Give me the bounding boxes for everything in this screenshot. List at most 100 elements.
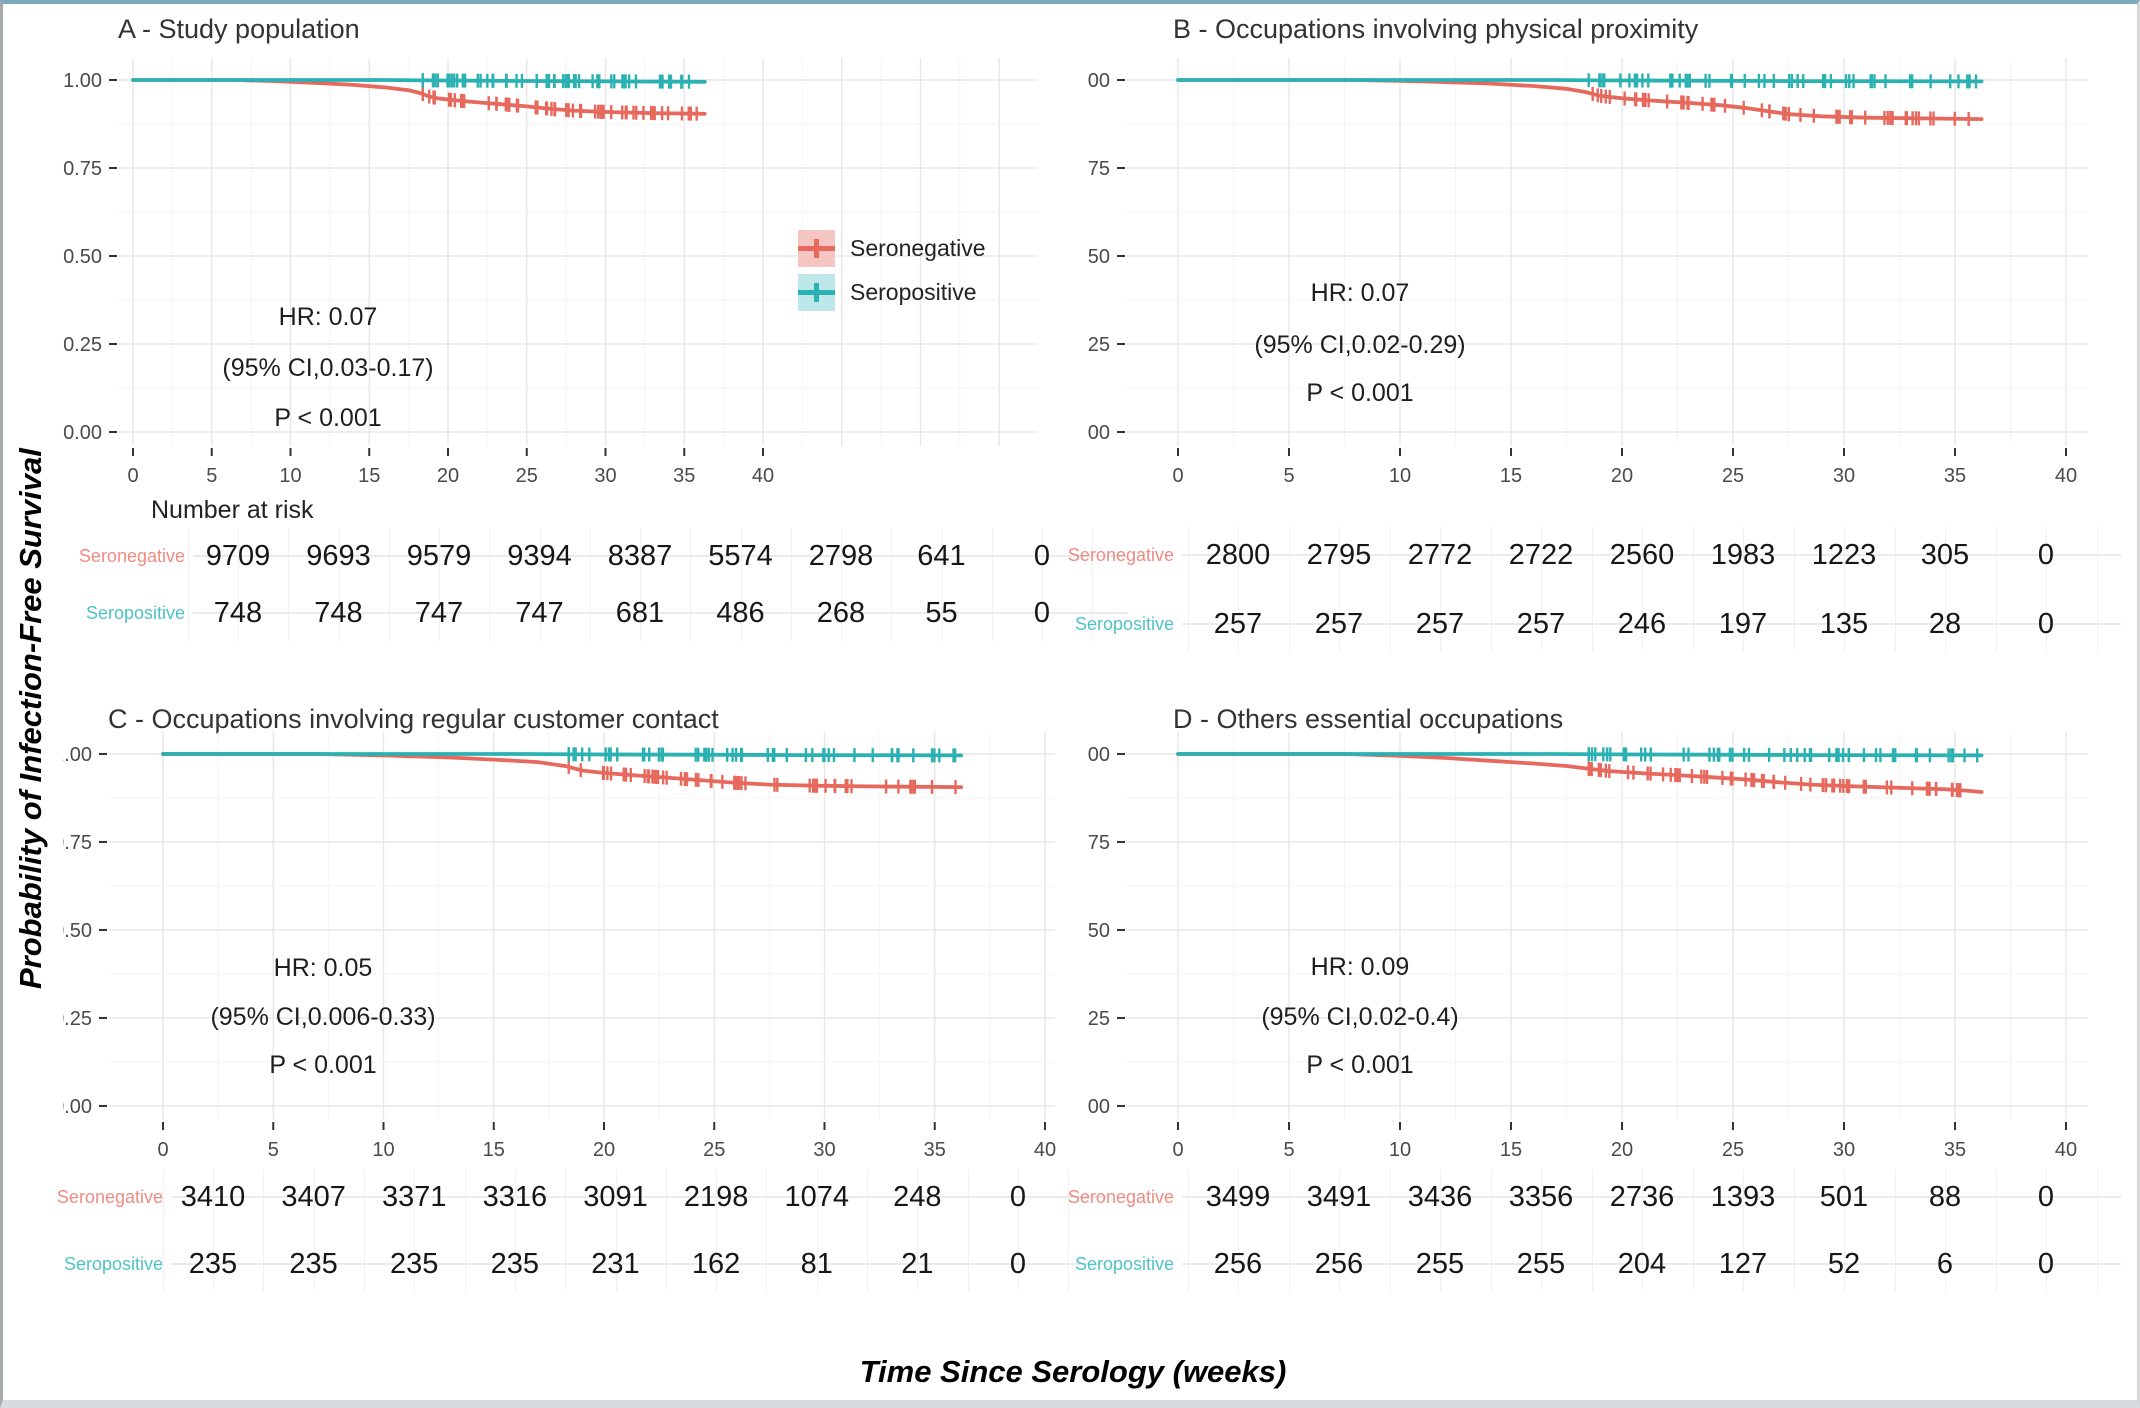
risk-table-gridline [439, 528, 440, 641]
risk-table-gridline [589, 528, 591, 641]
legend-label-seronegative: Seronegative [850, 235, 986, 261]
panel-b-physical-proximity: B - Occupations involving physical proxi… [1068, 10, 2137, 672]
risk-value: 248 [893, 1181, 942, 1213]
panel-b-risk-table: Seronegative 2800 2795 2772 2722 2560 1983 1223… [1068, 10, 2137, 672]
risk-table-gridline [1945, 1169, 1946, 1292]
risk-value: 2772 [1407, 539, 1473, 571]
svg-text:10: 10 [372, 1139, 394, 1161]
risk-table-gridline [414, 1169, 416, 1292]
risk-row-line [1182, 1263, 2121, 1265]
svg-text:0.00: 0.00 [1088, 1096, 1110, 1118]
panel-a-ci-annotation: (95% CI,0.03-0.17) [222, 354, 434, 382]
risk-row-line [193, 555, 1128, 557]
risk-value: 641 [917, 540, 966, 572]
risk-table-gridline [1389, 1169, 1391, 1292]
svg-text:0.75: 0.75 [63, 158, 102, 180]
risk-table-gridline [1042, 528, 1043, 641]
risk-table-gridline [1238, 1169, 1239, 1292]
legend-item-seropositive: Seropositive [798, 274, 986, 311]
risk-table-gridline [1591, 527, 1593, 652]
risk-table-gridline [1894, 1169, 1896, 1292]
panel-d-risk-table: Seronegative 3499 3491 3436 3356 2736 1393 501 8… [1068, 684, 2137, 1346]
risk-value: 1393 [1710, 1181, 1776, 1213]
panel-c-km-plot: 0 5 10 15 20 25 30 35 40 1.00 0.75 0.50 0.25 0.00 [63, 732, 1056, 1161]
svg-text:0.75: 0.75 [1088, 832, 1110, 854]
svg-text:1.00: 1.00 [1088, 744, 1110, 766]
risk-table-gridline [891, 528, 893, 641]
risk-row-seropositive: Seropositive 256 256 255 255 204 127 52 6 0 [1075, 1242, 2137, 1286]
risk-value: 3499 [1205, 1181, 1271, 1213]
risk-value: 2736 [1609, 1181, 1675, 1213]
panel-c-risk-table: Seronegative 3410 3407 3371 3316 3091 2198 1074… [57, 684, 1107, 1346]
risk-value: 268 [816, 597, 866, 629]
panel-c-title: C - Occupations involving regular custom… [108, 704, 719, 734]
risk-table-gridline [1894, 527, 1896, 652]
risk-table-gridline [917, 1169, 919, 1292]
risk-value: 2798 [808, 540, 874, 572]
risk-row-line [1182, 554, 2121, 556]
risk-value: 0 [2037, 539, 2055, 571]
risk-table-gridline [514, 1169, 516, 1292]
risk-value: 5574 [708, 540, 773, 572]
svg-text:0.50: 0.50 [63, 920, 92, 942]
panel-d-ci-annotation: (95% CI,0.02-0.4) [1261, 1003, 1459, 1031]
risk-table-gridline [1642, 527, 1643, 652]
risk-row-seropositive: Seropositive 748 748 747 747 681 486 268 55 0 [63, 591, 1128, 635]
svg-text:25: 25 [703, 1139, 725, 1161]
risk-row-values: 3410 3407 3371 3316 3091 2198 1074 248 0 [163, 1175, 1069, 1219]
svg-text:0: 0 [127, 465, 138, 487]
risk-table-gridline [1440, 527, 1441, 652]
svg-text:0.25: 0.25 [63, 334, 102, 356]
risk-row-seropositive: Seropositive 257 257 257 257 246 197 135 28 0 [1075, 602, 2137, 646]
svg-text:0.25: 0.25 [63, 1008, 92, 1030]
risk-table-gridline [1288, 527, 1290, 652]
risk-table-gridline [1339, 527, 1340, 652]
risk-table-gridline [1187, 1169, 1189, 1292]
svg-text:15: 15 [1500, 465, 1522, 487]
risk-row-values: 257 257 257 257 246 197 135 28 0 [1188, 602, 2097, 646]
svg-text:20: 20 [1611, 465, 1633, 487]
risk-table-gridline [1541, 527, 1542, 652]
risk-table-gridline [213, 1169, 214, 1292]
risk-table-gridline [1642, 1169, 1643, 1292]
risk-row-line [193, 612, 1128, 614]
x-axis-label: Time Since Serology (weeks) [859, 1354, 1287, 1389]
risk-table-gridline [288, 528, 290, 641]
risk-row-values: 748 748 747 747 681 486 268 55 0 [188, 591, 1093, 635]
risk-table-gridline [388, 528, 390, 641]
svg-text:25: 25 [1722, 465, 1744, 487]
svg-text:1.00: 1.00 [1088, 70, 1110, 92]
panel-b-pvalue-annotation: P < 0.001 [1306, 379, 1414, 407]
risk-table-gridline [1018, 1169, 1019, 1292]
risk-value: 235 [490, 1248, 540, 1280]
risk-value: 9579 [406, 540, 472, 572]
svg-text:5: 5 [1283, 465, 1294, 487]
risk-value: 2198 [683, 1181, 749, 1213]
risk-table-gridline [1591, 1169, 1593, 1292]
risk-table-gridline [665, 1169, 667, 1292]
risk-row-values: 235 235 235 235 231 162 81 21 0 [163, 1242, 1069, 1286]
svg-text:10: 10 [1389, 1139, 1411, 1161]
svg-text:0.75: 0.75 [1088, 158, 1110, 180]
panel-a-study-population: A - Study population 0 5 10 15 20 25 30 35 40 1.0… [63, 10, 1128, 672]
risk-table-gridline [1793, 527, 1795, 652]
svg-text:15: 15 [358, 465, 380, 487]
risk-value: 257 [1516, 608, 1566, 640]
risk-value: 3371 [381, 1181, 447, 1213]
risk-table-gridline [363, 1169, 365, 1292]
risk-table-gridline [313, 1169, 315, 1292]
risk-row-values: 9709 9693 9579 9394 8387 5574 2798 641 0 [188, 534, 1093, 578]
risk-table-gridline [1945, 527, 1946, 652]
risk-table-gridline [2096, 1169, 2098, 1292]
risk-table-gridline [941, 528, 943, 641]
svg-text:20: 20 [437, 465, 459, 487]
risk-value: 3316 [482, 1181, 548, 1213]
risk-table-gridline [991, 528, 993, 641]
panel-b-hr-annotation: HR: 0.07 [1310, 279, 1410, 307]
risk-table-gridline [1793, 1169, 1795, 1292]
risk-row-label: Seropositive [1074, 614, 1174, 634]
risk-table-gridline [1995, 1169, 1997, 1292]
risk-value: 256 [1314, 1248, 1364, 1280]
risk-table-gridline [1844, 527, 1845, 652]
